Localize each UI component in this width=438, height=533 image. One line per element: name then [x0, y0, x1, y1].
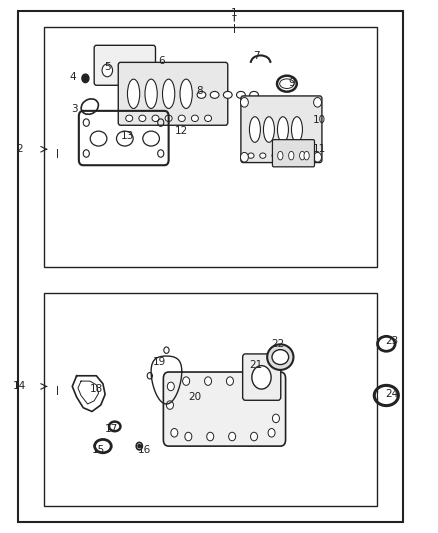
- Ellipse shape: [291, 117, 302, 142]
- Text: 9: 9: [288, 78, 295, 87]
- Text: 5: 5: [104, 62, 111, 71]
- Circle shape: [314, 152, 321, 162]
- Text: 16: 16: [138, 446, 151, 455]
- Text: 18: 18: [90, 384, 103, 394]
- Ellipse shape: [297, 153, 303, 158]
- Ellipse shape: [178, 115, 185, 122]
- FancyBboxPatch shape: [241, 96, 322, 163]
- Text: 11: 11: [313, 144, 326, 154]
- Circle shape: [183, 377, 190, 385]
- Ellipse shape: [90, 131, 107, 146]
- Ellipse shape: [205, 115, 212, 122]
- Circle shape: [185, 432, 192, 441]
- Ellipse shape: [139, 115, 146, 122]
- Ellipse shape: [145, 79, 157, 109]
- Ellipse shape: [378, 390, 395, 401]
- Text: 15: 15: [92, 446, 105, 455]
- Text: 24: 24: [385, 390, 399, 399]
- Ellipse shape: [152, 115, 159, 122]
- Bar: [44, 27, 377, 266]
- FancyBboxPatch shape: [163, 372, 286, 446]
- Circle shape: [240, 98, 248, 107]
- Text: 8: 8: [196, 86, 203, 95]
- Ellipse shape: [223, 92, 232, 99]
- Ellipse shape: [126, 115, 133, 122]
- Ellipse shape: [117, 131, 133, 146]
- Ellipse shape: [98, 442, 108, 450]
- FancyBboxPatch shape: [118, 62, 228, 125]
- Circle shape: [207, 432, 214, 441]
- Ellipse shape: [191, 115, 198, 122]
- Circle shape: [205, 377, 212, 385]
- Circle shape: [272, 390, 279, 399]
- Ellipse shape: [284, 153, 290, 158]
- Text: 2: 2: [16, 144, 23, 154]
- Text: 14: 14: [13, 382, 26, 391]
- Circle shape: [131, 64, 141, 77]
- Circle shape: [268, 429, 275, 437]
- Circle shape: [267, 378, 274, 387]
- Circle shape: [171, 429, 178, 437]
- Ellipse shape: [304, 151, 309, 160]
- Ellipse shape: [309, 153, 315, 158]
- Ellipse shape: [143, 131, 159, 146]
- Ellipse shape: [250, 117, 260, 142]
- Ellipse shape: [272, 153, 278, 158]
- Ellipse shape: [248, 153, 254, 158]
- FancyBboxPatch shape: [272, 140, 314, 167]
- Text: 21: 21: [250, 360, 263, 370]
- Ellipse shape: [272, 350, 289, 365]
- Ellipse shape: [180, 79, 192, 109]
- Bar: [18, 11, 403, 522]
- Text: 3: 3: [71, 104, 78, 114]
- Bar: [44, 293, 377, 506]
- Ellipse shape: [260, 153, 266, 158]
- Text: 13: 13: [120, 131, 134, 141]
- Ellipse shape: [165, 115, 172, 122]
- Text: 19: 19: [153, 358, 166, 367]
- Ellipse shape: [289, 151, 294, 160]
- Circle shape: [251, 432, 258, 441]
- Text: 7: 7: [253, 51, 260, 61]
- Text: 12: 12: [175, 126, 188, 135]
- Circle shape: [248, 377, 255, 385]
- Text: 17: 17: [105, 424, 118, 434]
- Circle shape: [102, 64, 113, 77]
- Circle shape: [226, 377, 233, 385]
- FancyBboxPatch shape: [94, 45, 155, 85]
- Ellipse shape: [210, 92, 219, 99]
- Ellipse shape: [127, 79, 140, 109]
- Ellipse shape: [267, 344, 293, 370]
- Ellipse shape: [237, 92, 245, 99]
- Ellipse shape: [197, 92, 206, 99]
- Circle shape: [166, 401, 173, 409]
- Circle shape: [240, 152, 248, 162]
- Ellipse shape: [277, 117, 289, 142]
- Ellipse shape: [162, 79, 175, 109]
- Circle shape: [138, 445, 141, 448]
- Text: 10: 10: [313, 115, 326, 125]
- Ellipse shape: [263, 117, 274, 142]
- Circle shape: [82, 74, 89, 83]
- Circle shape: [167, 382, 174, 391]
- Ellipse shape: [381, 340, 392, 348]
- FancyBboxPatch shape: [243, 354, 281, 400]
- Ellipse shape: [112, 424, 118, 429]
- Text: 6: 6: [159, 56, 166, 66]
- Text: 20: 20: [188, 392, 201, 402]
- Ellipse shape: [250, 92, 258, 99]
- Circle shape: [229, 432, 236, 441]
- Text: 1: 1: [231, 9, 238, 18]
- Ellipse shape: [279, 79, 294, 88]
- Ellipse shape: [278, 151, 283, 160]
- Circle shape: [252, 366, 271, 389]
- Text: 4: 4: [69, 72, 76, 82]
- Text: 22: 22: [272, 339, 285, 349]
- Circle shape: [314, 98, 321, 107]
- Ellipse shape: [300, 151, 305, 160]
- Text: 23: 23: [385, 336, 399, 346]
- Circle shape: [272, 414, 279, 423]
